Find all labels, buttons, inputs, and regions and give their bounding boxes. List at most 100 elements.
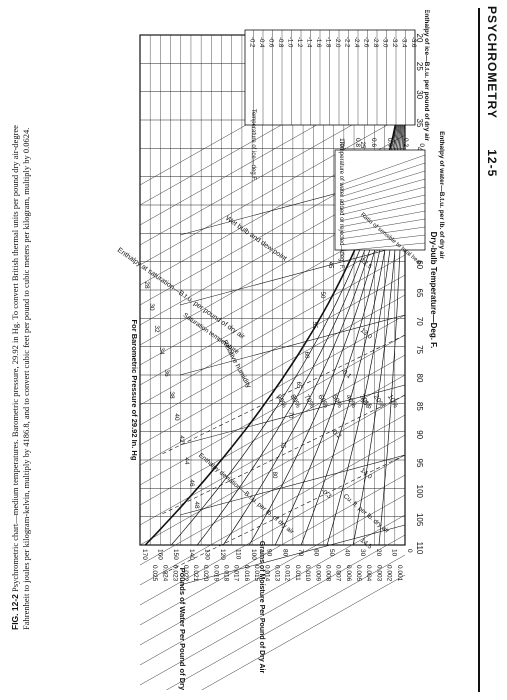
sat-enthalpy-tick: 38 (168, 391, 175, 399)
grain-tick: 30 (359, 549, 366, 557)
deviation-tick: -0.2 (329, 428, 342, 441)
moisture-tick: 0.018 (223, 565, 230, 582)
wet-bulb-line (139, 494, 406, 646)
saturation-tick: 80 (271, 472, 277, 479)
moisture-tick: 0.016 (243, 565, 250, 582)
psychrometric-chart: 2025303540455055606570758085909510010511… (116, 10, 445, 690)
moisture-tick: 0.019 (212, 565, 219, 582)
volume-tick: 12.5 (359, 257, 373, 271)
wet-bulb-line (139, 534, 406, 686)
moisture-tick: 0.008 (324, 565, 331, 582)
ice-tick: -3.6 (410, 37, 416, 48)
ice-tick: -1.0 (287, 37, 293, 48)
ice-temp-label: Temperature of ice—deg.F. (250, 109, 256, 181)
water-line (339, 226, 426, 240)
rh-tick: 20% (372, 394, 385, 410)
saturation-tick: 75 (279, 442, 285, 449)
ice-tick: -1.8 (325, 37, 331, 48)
moisture-tick: 0.025 (151, 565, 158, 582)
dry-bulb-tick: 70 (415, 317, 424, 326)
water-line (339, 234, 426, 246)
header-rule (478, 8, 480, 692)
moisture-tick: 0.023 (172, 565, 179, 582)
moisture-tick: 0.011 (294, 565, 301, 581)
saturation-tick: 65 (295, 382, 301, 389)
moisture-tick: 0.002 (386, 565, 393, 582)
dry-bulb-tick: 20 (415, 34, 424, 43)
saturation-tick: 50 (319, 292, 325, 299)
grain-tick: 70 (297, 549, 304, 557)
sat-enthalpy-tick: 48 (193, 501, 200, 509)
water-line (339, 186, 426, 210)
moisture-tick: 0.013 (274, 565, 281, 582)
water-line (339, 242, 426, 252)
figure-caption: FIG. 12-2 Psychrometric chart—medium tem… (6, 0, 50, 700)
deviation-line (159, 454, 406, 576)
wet-bulb-line (139, 394, 406, 546)
water-tick: 0.8 (354, 138, 361, 147)
wet-bulb-line (139, 434, 406, 586)
dry-bulb-tick: 110 (415, 542, 424, 555)
wet-bulb-line (139, 294, 406, 446)
moisture-tick: 0.005 (355, 565, 362, 582)
rh-tick: 10% (386, 394, 399, 410)
ice-tick: -2.6 (363, 37, 369, 48)
grain-tick: 160 (157, 549, 164, 560)
ice-tick: -1.6 (315, 37, 321, 48)
water-tick: 1.0 (338, 138, 345, 147)
grain-tick: 80 (281, 549, 288, 557)
sat-enthalpy-tick: 46 (188, 479, 195, 487)
deviation-line (159, 334, 406, 456)
dry-bulb-tick: 65 (415, 289, 424, 298)
caption-label: FIG. 12-2 (10, 594, 20, 630)
grain-tick: 60 (312, 549, 319, 557)
moisture-tick: 0.003 (375, 565, 382, 582)
grain-tick: 50 (328, 549, 335, 557)
grain-tick: 140 (188, 549, 195, 560)
volume-line (179, 384, 406, 446)
water-line (339, 154, 426, 186)
volume-line (179, 524, 406, 586)
pounds-axis-label: Pounds of Water Per Pound of Dry Air (178, 568, 187, 690)
page-header: PSYCHROMETRY 12-5 (477, 0, 507, 700)
wet-bulb-line (201, 574, 406, 690)
wet-bulb-line (139, 354, 406, 506)
water-tick: 0 (418, 143, 425, 147)
water-line (339, 194, 426, 216)
water-inset (334, 149, 426, 251)
grain-tick: 0 (406, 549, 413, 553)
moisture-tick: 0.007 (335, 565, 342, 582)
wet-bulb-line (139, 254, 406, 406)
sat-enthalpy-tick: 32 (153, 325, 160, 333)
moisture-tick: 0.017 (233, 565, 240, 582)
sat-enthalpy-tick: 30 (148, 303, 155, 311)
grain-tick: 150 (172, 549, 179, 560)
moisture-tick: 0.015 (253, 565, 260, 582)
ice-tick: -3.0 (382, 37, 388, 48)
water-temp-label: Temperature of water added or rejected—d… (338, 140, 344, 269)
dry-bulb-tick: 30 (415, 90, 424, 99)
moisture-tick: 0.024 (161, 565, 168, 582)
water-line (339, 218, 426, 234)
dry-bulb-tick: 35 (415, 119, 424, 128)
saturation-tick: 70 (287, 412, 293, 419)
water-line (339, 162, 426, 192)
ice-tick: -3.4 (401, 37, 407, 48)
moisture-tick: 0.014 (263, 565, 270, 582)
moisture-tick: 0.010 (304, 565, 311, 582)
wet-bulb-line (139, 414, 406, 566)
dry-bulb-tick: 105 (415, 513, 424, 527)
grain-tick: 90 (266, 549, 273, 557)
sat-enthalpy-tick: 28 (143, 281, 150, 289)
water-line (339, 178, 426, 204)
water-line (339, 202, 426, 222)
dry-bulb-tick: 90 (415, 430, 424, 439)
page-number: 12-5 (485, 149, 499, 178)
water-enthalpy-scale: 0 0.2 0.4 0.6 0.8 1.0 Enthalpy of water—B.t.u.… (334, 131, 445, 270)
wet-bulb-label: Wet bulb and dew point (224, 215, 288, 263)
sat-enthalpy-tick: 40 (173, 413, 180, 421)
saturation-tick: 25 (359, 142, 365, 149)
moisture-tick: 0.021 (192, 565, 199, 582)
water-tick: 0.6 (370, 138, 377, 147)
dry-bulb-tick: 75 (415, 345, 424, 354)
